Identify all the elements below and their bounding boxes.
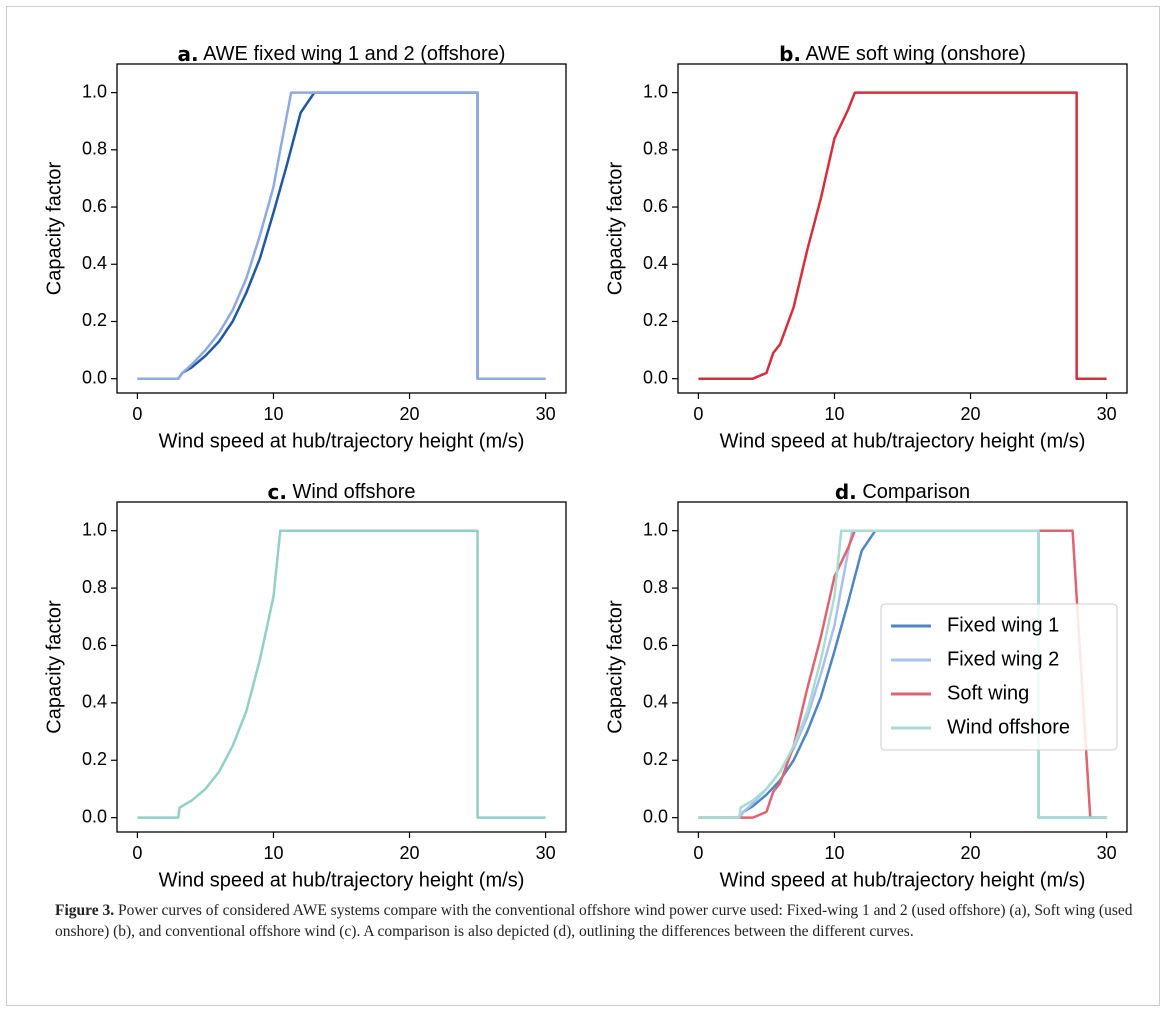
- x-axis-label: Wind speed at hub/trajectory height (m/s…: [720, 869, 1086, 891]
- x-axis-label: Wind speed at hub/trajectory height (m/s…: [720, 430, 1086, 452]
- y-tick-label: 1.0: [643, 519, 668, 539]
- y-axis-label: Capacity factor: [604, 600, 626, 734]
- x-tick-label: 0: [132, 843, 142, 863]
- x-tick-label: 10: [263, 404, 283, 424]
- x-tick-label: 30: [1097, 404, 1117, 424]
- legend-label: Fixed wing 2: [947, 648, 1059, 670]
- legend-label: Soft wing: [947, 682, 1029, 704]
- x-tick-label: 10: [824, 404, 844, 424]
- y-tick-label: 0.8: [82, 139, 107, 159]
- y-tick-label: 0.0: [643, 806, 668, 826]
- legend-label: Fixed wing 1: [947, 614, 1059, 636]
- y-tick-label: 0.8: [643, 577, 668, 597]
- y-tick-label: 0.0: [643, 367, 668, 387]
- y-axis-label: Capacity factor: [43, 161, 65, 295]
- x-axis-label: Wind speed at hub/trajectory height (m/s…: [159, 430, 525, 452]
- y-tick-label: 1.0: [82, 519, 107, 539]
- y-tick-label: 0.6: [82, 196, 107, 216]
- title-text: AWE soft wing (onshore): [805, 43, 1025, 65]
- y-tick-label: 0.0: [82, 367, 107, 387]
- y-tick-label: 0.2: [82, 310, 107, 330]
- x-tick-label: 30: [536, 843, 556, 863]
- y-tick-label: 0.6: [643, 196, 668, 216]
- panel-letter: d.: [835, 480, 857, 504]
- y-tick-label: 0.6: [82, 634, 107, 654]
- caption-label: Figure 3.: [55, 902, 115, 919]
- x-tick-label: 20: [961, 843, 981, 863]
- x-tick-label: 0: [693, 843, 703, 863]
- panel-letter: c.: [267, 480, 286, 504]
- y-axis-label: Capacity factor: [43, 600, 65, 734]
- chart-title: d. Comparison: [835, 480, 970, 504]
- x-tick-label: 0: [693, 404, 703, 424]
- chart-title: b. AWE soft wing (onshore): [779, 42, 1026, 66]
- y-tick-label: 0.4: [643, 253, 668, 273]
- chart-title: c. Wind offshore: [267, 480, 415, 504]
- title-text: AWE fixed wing 1 and 2 (offshore): [203, 43, 505, 65]
- title-text: Comparison: [862, 481, 970, 503]
- data-line: [137, 529, 546, 819]
- data-line: [137, 91, 546, 380]
- y-tick-label: 0.4: [82, 253, 107, 273]
- y-axis-label: Capacity factor: [604, 161, 626, 295]
- x-axis-label: Wind speed at hub/trajectory height (m/s…: [159, 869, 525, 891]
- y-tick-label: 0.2: [643, 749, 668, 769]
- y-tick-label: 1.0: [82, 81, 107, 101]
- x-tick-label: 30: [1097, 843, 1117, 863]
- y-tick-label: 1.0: [643, 81, 668, 101]
- plot-frame: [677, 63, 1128, 394]
- legend-box: [880, 603, 1118, 751]
- data-line: [698, 529, 1107, 819]
- title-text: Wind offshore: [292, 481, 415, 503]
- plot-frame: [677, 501, 1128, 833]
- data-line: [698, 91, 1107, 380]
- x-tick-label: 10: [824, 843, 844, 863]
- y-tick-label: 0.8: [82, 577, 107, 597]
- panel-letter: a.: [178, 42, 199, 66]
- x-tick-label: 20: [400, 843, 420, 863]
- y-tick-label: 0.4: [643, 692, 668, 712]
- x-tick-label: 20: [400, 404, 420, 424]
- x-tick-label: 0: [132, 404, 142, 424]
- caption: Figure 3. Power curves of considered AWE…: [55, 900, 1135, 942]
- plot-frame: [116, 63, 567, 394]
- x-tick-label: 20: [961, 404, 981, 424]
- x-tick-label: 30: [536, 404, 556, 424]
- caption-text: Power curves of considered AWE systems c…: [55, 902, 1133, 940]
- y-tick-label: 0.0: [82, 806, 107, 826]
- y-tick-label: 0.2: [82, 749, 107, 769]
- figure-frame: [6, 6, 1160, 1006]
- y-tick-label: 0.6: [643, 634, 668, 654]
- y-tick-label: 0.8: [643, 139, 668, 159]
- legend-label: Wind offshore: [947, 716, 1070, 738]
- y-tick-label: 0.2: [643, 310, 668, 330]
- x-tick-label: 10: [263, 843, 283, 863]
- data-line: [137, 91, 546, 380]
- chart-title: a. AWE fixed wing 1 and 2 (offshore): [178, 42, 506, 66]
- panel-letter: b.: [779, 42, 801, 66]
- plot-frame: [116, 501, 567, 833]
- y-tick-label: 0.4: [82, 692, 107, 712]
